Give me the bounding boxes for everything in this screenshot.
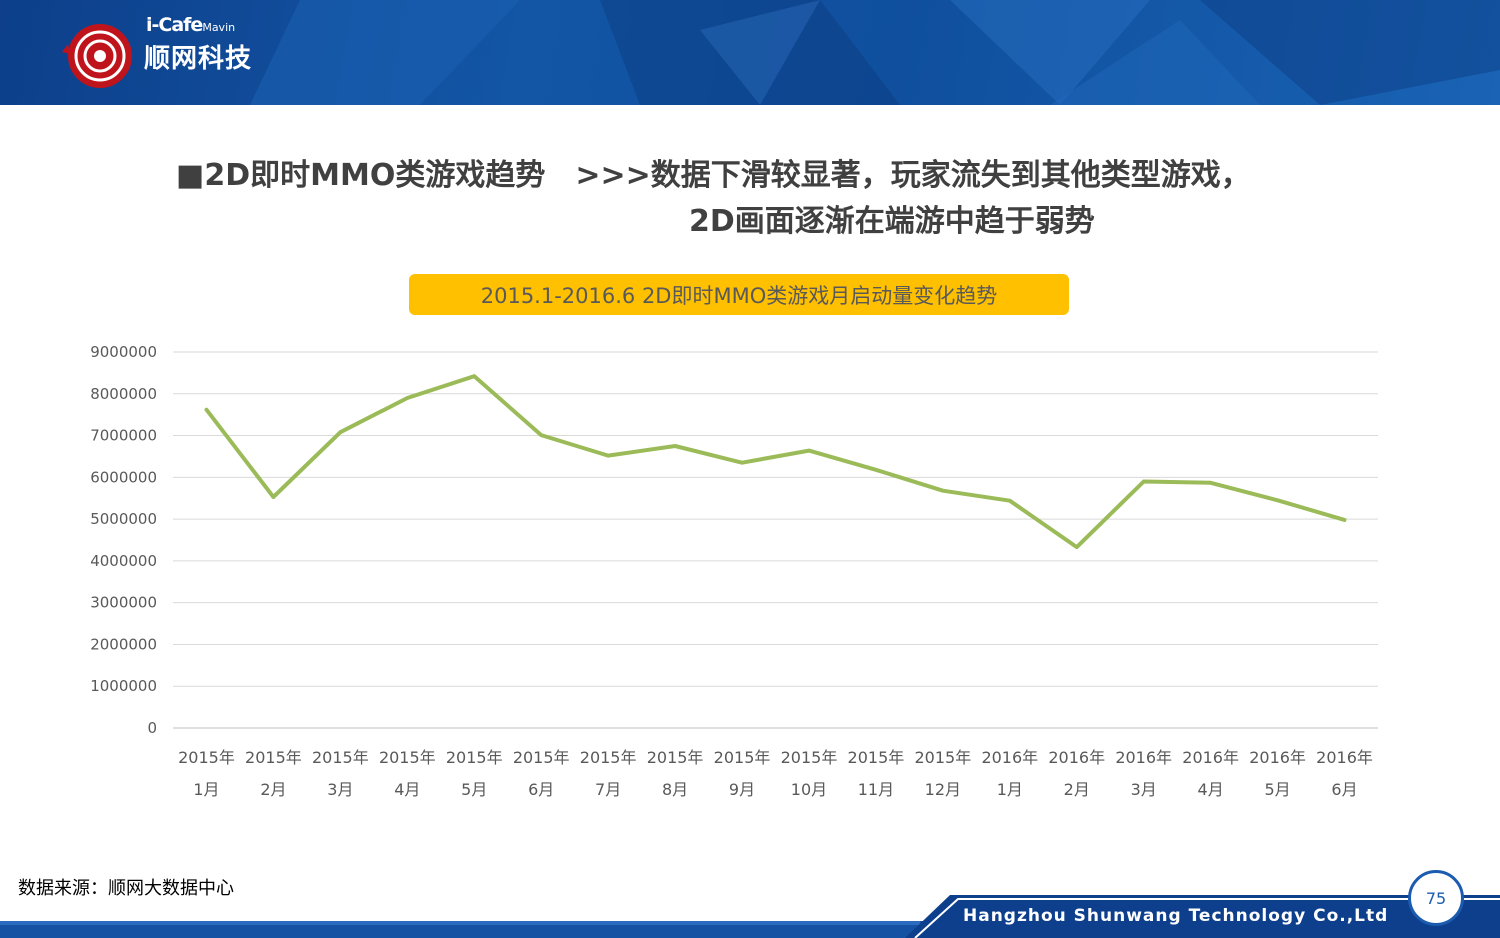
x-tick-label: 2015年 — [781, 748, 838, 767]
x-tick-label: 8月 — [662, 780, 688, 799]
y-tick-label: 8000000 — [90, 385, 157, 403]
y-tick-label: 9000000 — [90, 343, 157, 361]
x-tick-label: 5月 — [1264, 780, 1290, 799]
x-tick-label: 2月 — [260, 780, 286, 799]
x-tick-label: 2015年 — [178, 748, 235, 767]
x-tick-label: 2015年 — [580, 748, 637, 767]
data-point — [1008, 499, 1012, 503]
logo-brand: i-CafeMavin — [146, 14, 236, 36]
data-point — [941, 489, 945, 493]
logo-cn: 顺网科技 — [144, 44, 253, 74]
x-tick-label: 2016年 — [981, 748, 1038, 767]
data-point — [472, 374, 476, 378]
x-tick-label: 2015年 — [312, 748, 369, 767]
data-point — [271, 495, 275, 499]
y-tick-label: 7000000 — [90, 427, 157, 445]
x-tick-label: 1月 — [997, 780, 1023, 799]
data-point — [204, 408, 208, 412]
x-tick-label: 2016年 — [1182, 748, 1239, 767]
data-point — [1276, 498, 1280, 502]
x-tick-label: 11月 — [858, 780, 894, 799]
y-tick-label: 1000000 — [90, 677, 157, 695]
page-title-conclusion: >>>数据下滑较显著，玩家流失到其他类型游戏， — [575, 158, 1251, 193]
logo — [62, 14, 292, 94]
data-point — [539, 433, 543, 437]
x-tick-label: 2016年 — [1316, 748, 1373, 767]
footer-company: Hangzhou Shunwang Technology Co.,Ltd — [963, 906, 1389, 926]
data-point — [1142, 480, 1146, 484]
y-tick-label: 0 — [147, 719, 157, 737]
x-tick-label: 2015年 — [446, 748, 503, 767]
header-pattern — [250, 0, 1500, 105]
line-chart: 0 1000000 2000000 3000000 4000000 5000000 6000… — [90, 343, 1378, 799]
y-tick-label: 5000000 — [90, 510, 157, 528]
data-point — [1209, 481, 1213, 485]
data-point — [1343, 518, 1347, 522]
x-tick-label: 2月 — [1064, 780, 1090, 799]
data-point — [405, 396, 409, 400]
chart-title: 2015.1-2016.6 2D即时MMO类游戏月启动量变化趋势 — [480, 283, 998, 308]
data-point — [874, 468, 878, 472]
page-number: 75 — [1425, 888, 1447, 908]
x-tick-label: 12月 — [925, 780, 961, 799]
data-point — [807, 449, 811, 453]
x-tick-label: 2016年 — [1115, 748, 1172, 767]
x-tick-label: 6月 — [528, 780, 554, 799]
x-tick-label: 2015年 — [647, 748, 704, 767]
x-tick-label: 2015年 — [245, 748, 302, 767]
data-point — [606, 454, 610, 458]
x-tick-label: 4月 — [394, 780, 420, 799]
footer-bar — [0, 895, 1500, 938]
x-tick-label: 1月 — [193, 780, 219, 799]
y-tick-label: 6000000 — [90, 468, 157, 486]
header-banner: i-CafeMavin 顺网科技 — [0, 0, 1500, 105]
x-tick-label: 2015年 — [914, 748, 971, 767]
x-tick-label: 10月 — [791, 780, 827, 799]
data-point — [673, 444, 677, 448]
data-point — [1075, 545, 1079, 549]
page-title: ■2D即时MMO类游戏趋势 >>>数据下滑较显著，玩家流失到其他类型游戏， — [176, 150, 1251, 194]
y-tick-label: 3000000 — [90, 594, 157, 612]
y-tick-label: 2000000 — [90, 635, 157, 653]
x-tick-label: 2015年 — [714, 748, 771, 767]
page-number-badge: 75 — [1408, 870, 1464, 926]
x-tick-label: 7月 — [595, 780, 621, 799]
series-line — [204, 374, 1347, 550]
x-tick-label: 9月 — [729, 780, 755, 799]
y-tick-label: 4000000 — [90, 552, 157, 570]
x-tick-label: 2015年 — [379, 748, 436, 767]
x-tick-label: 2016年 — [1048, 748, 1105, 767]
data-point — [740, 461, 744, 465]
x-tick-label: 4月 — [1198, 780, 1224, 799]
x-tick-label: 2015年 — [513, 748, 570, 767]
chart-title-box: 2015.1-2016.6 2D即时MMO类游戏月启动量变化趋势 — [409, 274, 1069, 315]
x-tick-label: 5月 — [461, 780, 487, 799]
data-source-note: 数据来源：顺网大数据中心 — [18, 878, 234, 899]
x-tick-label: 3月 — [1131, 780, 1157, 799]
x-tick-label: 3月 — [327, 780, 353, 799]
x-tick-label: 6月 — [1331, 780, 1357, 799]
x-tick-label: 2016年 — [1249, 748, 1306, 767]
logo-target-icon — [62, 24, 132, 88]
data-point — [338, 430, 342, 434]
x-tick-label: 2015年 — [848, 748, 905, 767]
page-title-topic: ■2D即时MMO类游戏趋势 — [176, 158, 546, 193]
page-title-line2: 2D画面逐渐在端游中趋于弱势 — [689, 204, 1095, 239]
